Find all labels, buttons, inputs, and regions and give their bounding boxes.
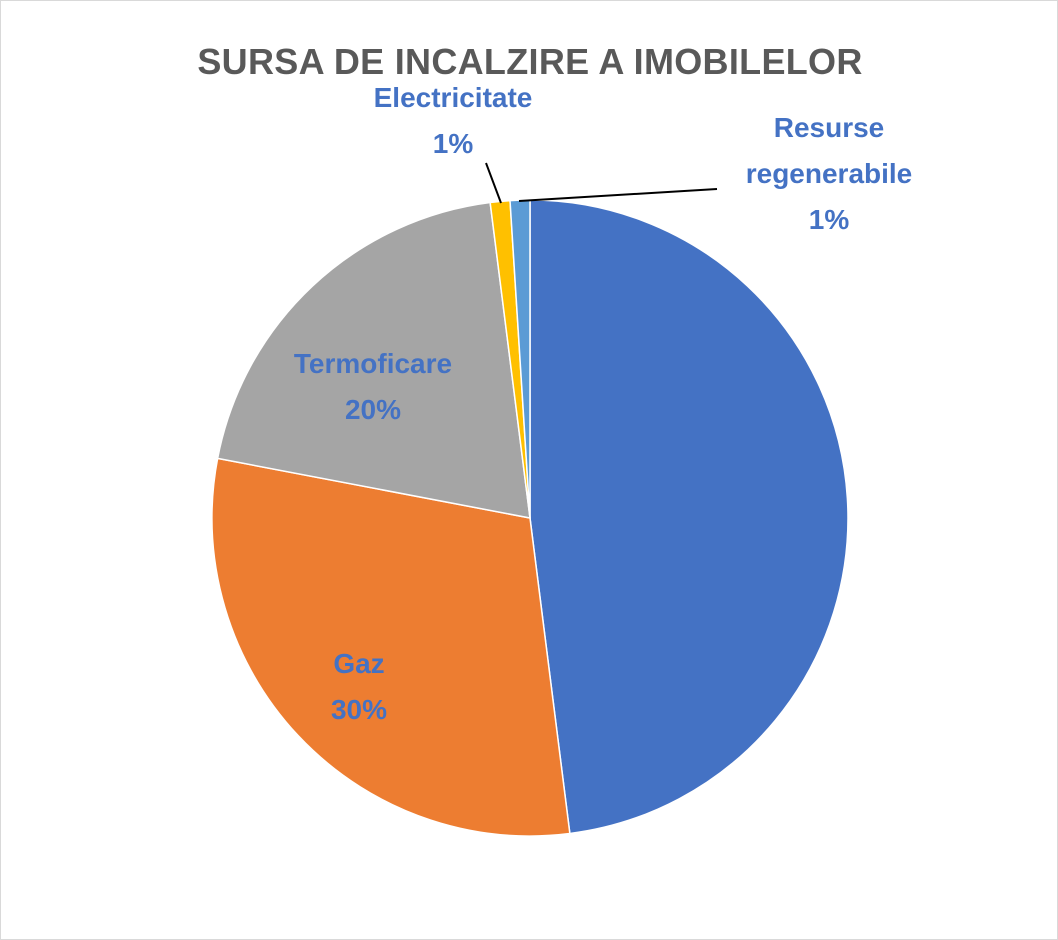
data-label: Electricitate 1% — [374, 82, 533, 159]
leader-line — [485, 162, 502, 204]
pie-slice-termoficare — [216, 201, 531, 519]
data-label: Gaz 30% — [331, 648, 387, 725]
data-label: Termoficare 20% — [294, 348, 452, 425]
pie-slice-unlabeled — [529, 199, 849, 835]
chart-title: SURSA DE INCALZIRE A IMOBILELOR — [197, 41, 863, 82]
data-label: Resurse regenerabile 1% — [746, 112, 913, 235]
leader-line — [518, 188, 718, 202]
pie-slice-gaz — [211, 457, 571, 837]
